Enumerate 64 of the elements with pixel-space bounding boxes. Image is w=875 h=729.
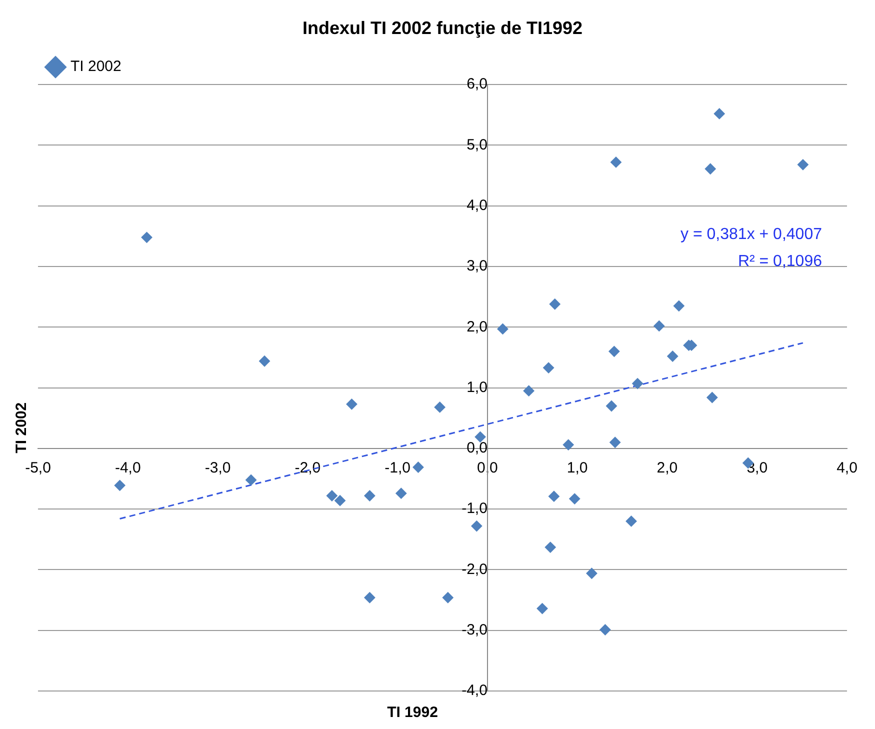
chart-title: Indexul TI 2002 funcţie de TI1992 (302, 18, 583, 38)
point (364, 490, 376, 502)
x-tick-label: 1,0 (566, 460, 588, 477)
point (442, 592, 454, 604)
annotation: y = 0,381x + 0,4007 (680, 226, 822, 244)
point (667, 350, 678, 362)
y-tick-label: 2,0 (466, 318, 488, 336)
point (569, 493, 580, 504)
point (654, 320, 665, 332)
y-tick-label: 0,0 (466, 440, 488, 457)
point (474, 431, 486, 442)
point (797, 159, 808, 170)
y-tick-label: -2,0 (462, 560, 488, 578)
point (114, 480, 126, 491)
y-tick-label: 1,0 (466, 378, 488, 396)
point (586, 568, 598, 579)
point (548, 490, 560, 502)
point (704, 163, 716, 174)
point (412, 462, 424, 473)
point (673, 300, 684, 312)
point (346, 398, 358, 410)
y-tick-label: 5,0 (466, 136, 488, 154)
point (610, 436, 621, 448)
y-tick-label: -3,0 (462, 622, 488, 638)
point (610, 156, 622, 168)
point (523, 385, 534, 396)
x-tick-label: -3,0 (204, 460, 231, 477)
point (606, 400, 617, 412)
point (626, 516, 637, 527)
point (562, 439, 574, 450)
point (544, 542, 556, 553)
x-tick-label: -5,0 (25, 460, 51, 477)
y-tick-label: -1,0 (462, 500, 488, 518)
x-axis-title: TI 1992 (387, 704, 438, 722)
x-tick-label: -2,0 (294, 460, 321, 477)
point (434, 402, 446, 413)
point (471, 520, 482, 532)
point (536, 603, 548, 614)
x-tick-label: 4,0 (836, 460, 858, 477)
point (497, 323, 508, 334)
point (364, 592, 376, 604)
x-tick-label: 2,0 (656, 460, 678, 477)
y-tick-label: 4,0 (466, 197, 488, 214)
y-tick-label: 6,0 (466, 76, 488, 93)
point (326, 490, 338, 502)
point (246, 474, 257, 486)
y-axis-title: TI 2002 (13, 402, 30, 454)
y-tick-label: 3,0 (466, 258, 488, 275)
point (714, 108, 725, 120)
x-tick-label: -4,0 (114, 460, 141, 477)
point (549, 298, 560, 310)
point (706, 392, 718, 404)
point (632, 378, 644, 390)
point (334, 495, 346, 506)
point (543, 362, 554, 374)
point (600, 624, 611, 636)
x-tick-label: -1,0 (384, 460, 410, 477)
point (396, 488, 407, 499)
point (259, 356, 270, 367)
annotation: R² = 0,1096 (738, 253, 822, 270)
y-tick-label: -4,0 (462, 682, 488, 700)
legend-label: TI 2002 (70, 58, 122, 76)
point (608, 346, 620, 357)
point (141, 232, 152, 243)
